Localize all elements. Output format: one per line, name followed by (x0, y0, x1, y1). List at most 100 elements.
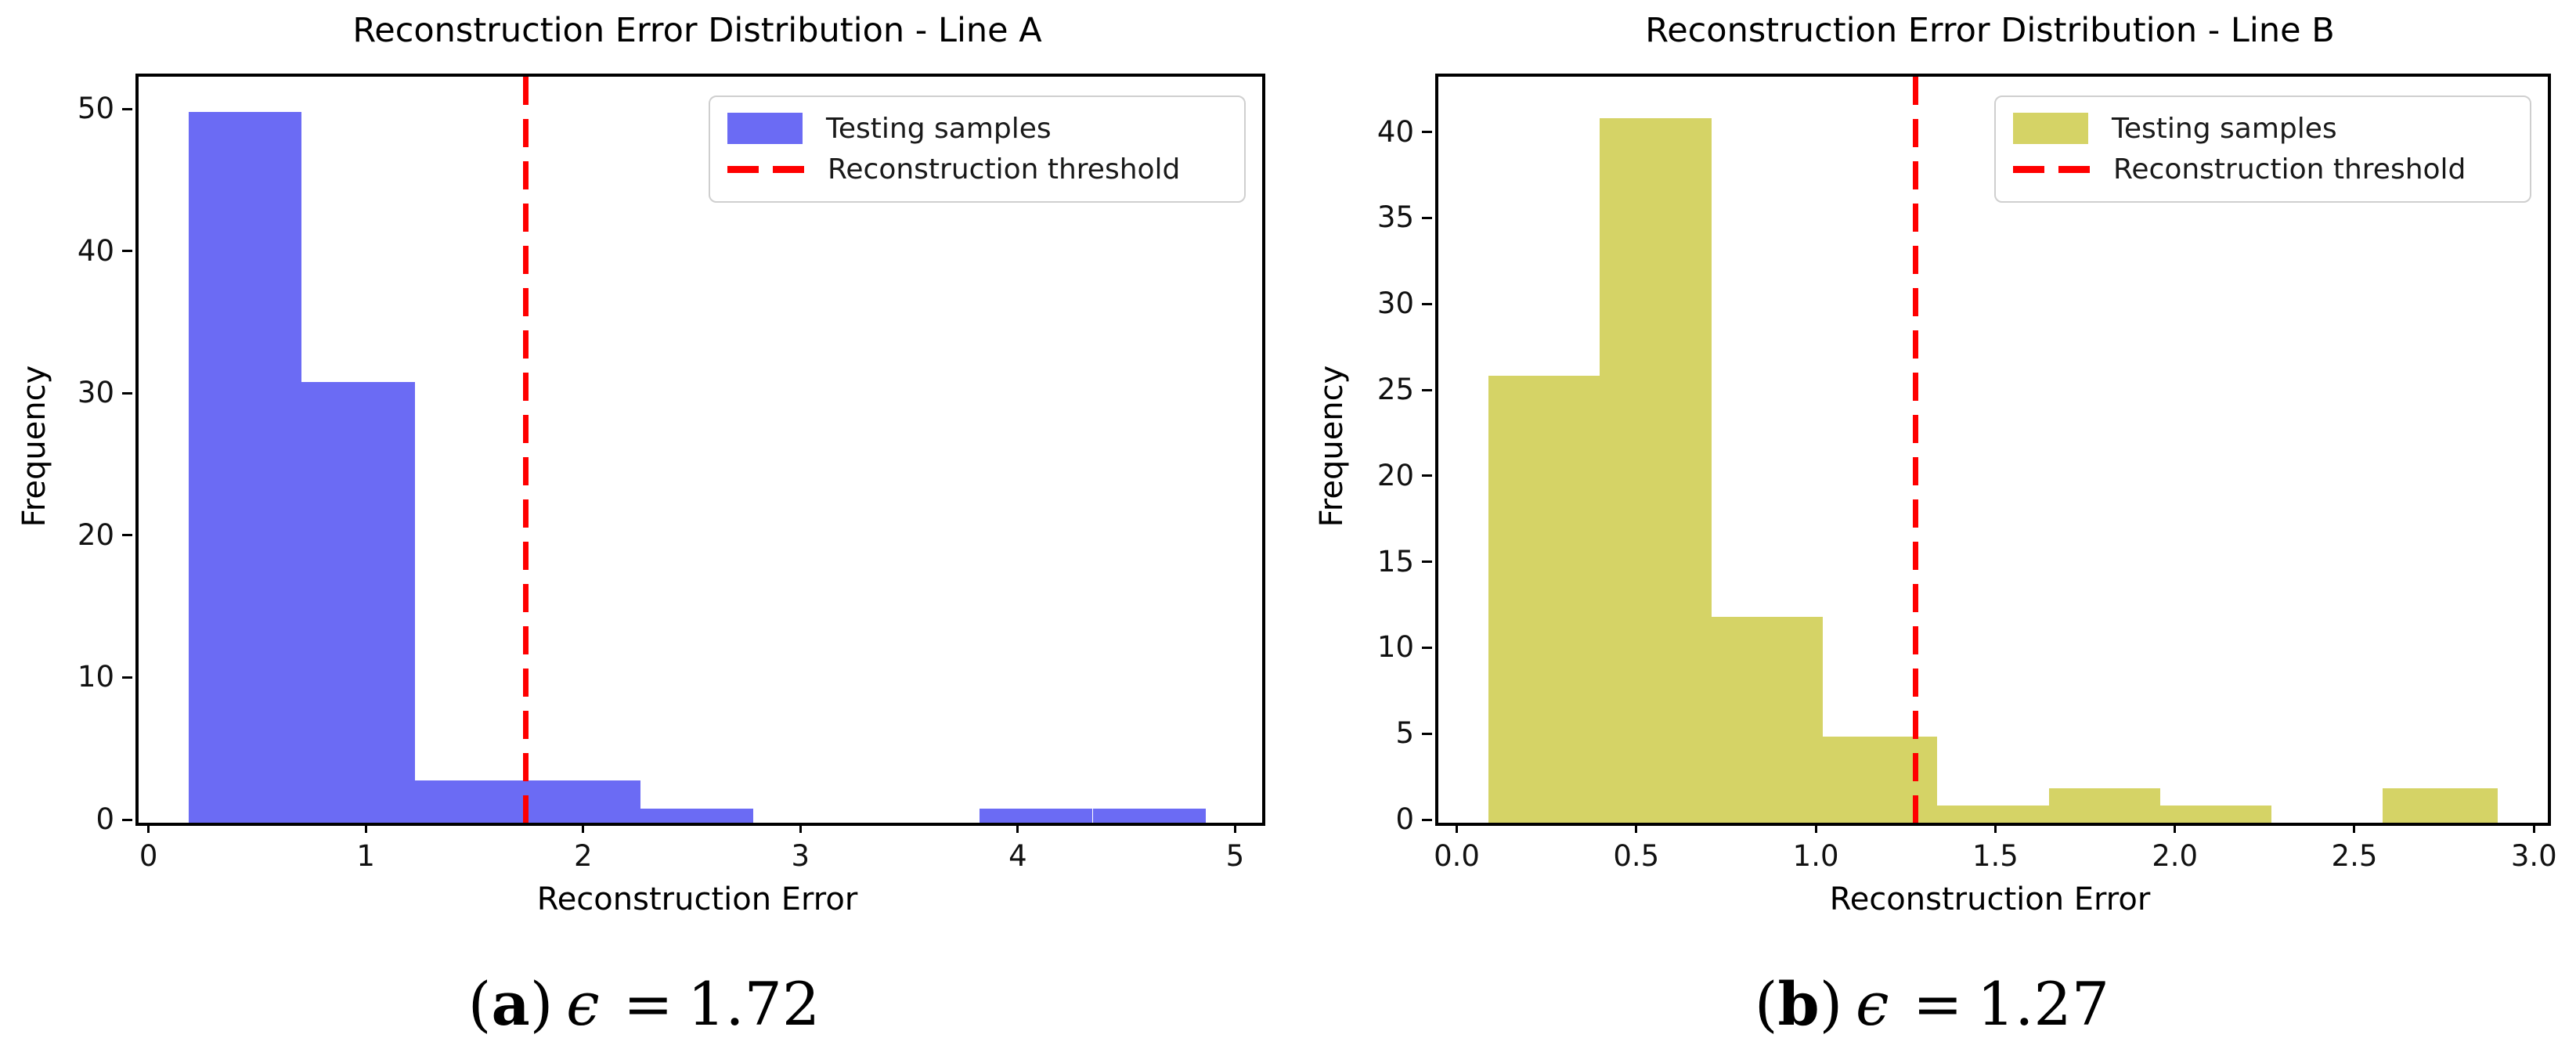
legend-row-samples: Testing samples (2013, 108, 2530, 149)
y-tick-label: 50 (77, 92, 114, 126)
y-tick-label: 0 (96, 802, 114, 836)
y-tick-label: 40 (77, 233, 114, 268)
y-tick-mark (1422, 560, 1432, 564)
x-tick-label: 3 (791, 839, 810, 873)
y-tick-mark (122, 250, 132, 253)
x-tick-mark (364, 823, 367, 833)
histogram-bar (1822, 737, 1938, 823)
legend-swatch-samples (727, 113, 803, 144)
x-tick-label: 2.0 (2152, 839, 2199, 873)
x-tick-mark (799, 823, 802, 833)
x-tick-mark (2353, 823, 2356, 833)
legend-row-threshold: Reconstruction threshold (2013, 149, 2530, 189)
y-tick-label: 20 (77, 517, 114, 552)
y-tick-label: 10 (77, 660, 114, 694)
x-tick-mark (1635, 823, 1638, 833)
y-tick-mark (122, 818, 132, 821)
histogram-bar (1600, 117, 1712, 823)
x-tick-mark (582, 823, 585, 833)
legend-label-threshold: Reconstruction threshold (828, 153, 1181, 186)
y-tick-label: 30 (77, 376, 114, 410)
legend: Testing samples Reconstruction threshold (709, 96, 1246, 203)
chart-title: Reconstruction Error Distribution - Line… (1645, 11, 2335, 50)
y-tick-mark (1422, 216, 1432, 219)
legend-row-samples: Testing samples (727, 108, 1244, 149)
epsilon-symbol: ϵ (566, 969, 600, 1039)
y-tick-mark (122, 391, 132, 395)
x-tick-mark (1233, 823, 1236, 833)
y-tick-label: 40 (1376, 114, 1414, 149)
epsilon-symbol: ϵ (1856, 969, 1889, 1039)
x-tick-label: 3.0 (2510, 839, 2557, 873)
histogram-bar (2159, 806, 2271, 823)
x-tick-label: 1.0 (1792, 839, 1839, 873)
histogram-bar (2383, 788, 2498, 823)
x-tick-mark (1814, 823, 1817, 833)
legend-label-samples: Testing samples (826, 112, 1052, 145)
y-tick-label: 35 (1376, 200, 1414, 235)
x-tick-mark (1016, 823, 1019, 833)
y-tick-mark (1422, 732, 1432, 735)
x-tick-label: 4 (1008, 839, 1027, 873)
threshold-line (1913, 77, 1919, 823)
x-axis-label: Reconstruction Error (1829, 881, 2151, 917)
histogram-bar (188, 112, 302, 823)
histogram-bar (1092, 808, 1206, 823)
x-tick-mark (2532, 823, 2535, 833)
legend-label-threshold: Reconstruction threshold (2113, 153, 2466, 186)
subfigure-b: Reconstruction Error Distribution - Line… (1288, 0, 2576, 1056)
y-tick-mark (1422, 388, 1432, 391)
histogram-bar (527, 780, 641, 823)
y-tick-mark (122, 107, 132, 110)
y-tick-mark (1422, 302, 1432, 305)
threshold-line (522, 77, 529, 823)
y-tick-mark (1422, 818, 1432, 821)
y-tick-label: 20 (1376, 458, 1414, 492)
subfigure-a: Reconstruction Error Distribution - Line… (16, 11, 1265, 1039)
y-tick-mark (1422, 474, 1432, 478)
histogram-bar (1711, 616, 1823, 823)
subfigure-caption: (a) ϵ = 1.72 (467, 969, 821, 1039)
histogram-bar (1937, 806, 2049, 823)
y-tick-label: 10 (1376, 630, 1414, 665)
x-axis-label: Reconstruction Error (536, 881, 858, 917)
plot-area: Testing samples Reconstruction threshold (135, 74, 1265, 826)
y-tick-mark (1422, 131, 1432, 134)
y-tick-mark (122, 676, 132, 679)
x-tick-label: 5 (1225, 839, 1245, 873)
histogram-bar (980, 808, 1093, 823)
x-tick-label: 0.0 (1434, 839, 1480, 873)
legend-dash-handle (2013, 165, 2090, 173)
x-tick-mark (147, 823, 150, 833)
legend: Testing samples Reconstruction threshold (1994, 96, 2531, 203)
x-tick-label: 1.5 (1972, 839, 2019, 873)
histogram-bar (1488, 376, 1600, 823)
chart-title: Reconstruction Error Distribution - Line… (352, 11, 1042, 50)
legend-swatch-samples (2013, 113, 2088, 144)
legend-dash-handle (727, 165, 804, 173)
x-tick-mark (1993, 823, 1997, 833)
x-tick-mark (2174, 823, 2177, 833)
histogram-bar (2048, 788, 2160, 823)
y-tick-mark (1422, 646, 1432, 649)
y-tick-label: 5 (1395, 716, 1414, 751)
x-tick-label: 2.5 (2331, 839, 2378, 873)
x-tick-mark (1456, 823, 1458, 833)
subfigure-caption: (b) ϵ = 1.27 (1754, 969, 2110, 1039)
histogram-bar (640, 808, 754, 823)
y-tick-label: 0 (1395, 802, 1414, 836)
y-tick-label: 25 (1376, 373, 1414, 407)
y-tick-label: 15 (1376, 544, 1414, 578)
x-tick-label: 1 (356, 839, 375, 873)
x-tick-label: 2 (573, 839, 593, 873)
plot-area: Testing samples Reconstruction threshold (1435, 74, 2551, 826)
histogram-bar (414, 780, 528, 823)
y-tick-mark (122, 534, 132, 537)
histogram-bar (301, 382, 415, 823)
x-tick-label: 0 (139, 839, 158, 873)
legend-label-samples: Testing samples (2112, 112, 2337, 145)
y-tick-label: 30 (1376, 287, 1414, 321)
legend-row-threshold: Reconstruction threshold (727, 149, 1244, 189)
x-tick-label: 0.5 (1613, 839, 1660, 873)
